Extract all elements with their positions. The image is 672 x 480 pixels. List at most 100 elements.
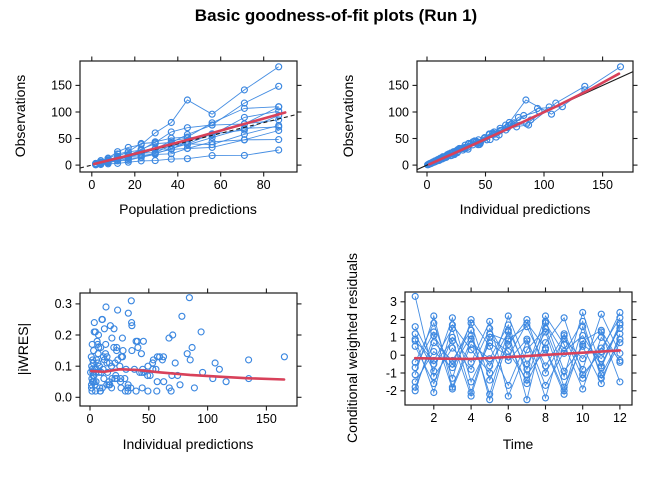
panel1-x-axis-label: Population predictions: [119, 201, 257, 217]
panel3-data-point: [100, 375, 108, 383]
panel2-tick-labels: 0 50 100 150 0 50 100 150: [388, 79, 613, 192]
panel4-x-tick-label: 12: [613, 411, 627, 425]
panel4-data-point: [504, 328, 512, 336]
panel1-data-point: [275, 82, 283, 90]
panel4-data-point: [430, 388, 438, 397]
panel1-data-point: [208, 141, 216, 149]
panel3-data-point: [96, 384, 104, 392]
panel3-data-point: [132, 387, 140, 395]
panel1-data-point: [275, 146, 283, 154]
panel3-data-point: [156, 353, 164, 361]
panel1-x-tick-label: 60: [214, 178, 228, 192]
panel3-x-axis-label: Individual predictions: [122, 436, 254, 452]
panel3-data-point: [186, 356, 194, 364]
panel4-data-point: [411, 387, 419, 395]
panel3-data-point: [119, 347, 127, 355]
panel4-data-point: [504, 392, 512, 400]
panel3-y-axis-label: |iWRES|: [15, 322, 31, 376]
panel2-y-tick-label: 150: [388, 79, 409, 93]
panel4-x-tick-label: 6: [505, 411, 512, 425]
panel1-subject-line: [95, 66, 279, 164]
panel2-data: [417, 63, 633, 171]
panel1-tick-labels: 0 20 40 60 80 0 50 100 150: [51, 79, 271, 192]
panel4-data-point: [411, 330, 419, 338]
panel4-data-point: [541, 339, 550, 347]
panel3-data-point: [98, 315, 106, 324]
panel4-data-point: [411, 364, 419, 372]
panel1-plot-box: [79, 60, 298, 173]
panel4-data-point: [541, 369, 550, 377]
panel4-data-point: [486, 369, 494, 377]
panel3-data-point: [93, 337, 101, 345]
panel1-data-point: [114, 148, 122, 156]
panel4-y-tick-label: 3: [390, 295, 397, 309]
panel3-data-point: [102, 340, 110, 348]
panel1-x-tick-label: 0: [88, 178, 95, 192]
panel1-data-point: [240, 86, 248, 94]
figure-title: Basic goodness-of-fit plots (Run 1): [194, 6, 478, 25]
panel1-data-point: [275, 126, 283, 135]
panel1-x-tick-label: 20: [128, 178, 142, 192]
panel4-data-point: [430, 332, 438, 340]
panel3-data-point: [94, 340, 102, 348]
panel3-y-tick-label: 0.0: [55, 391, 72, 405]
panel3-data-point: [176, 381, 184, 389]
panel4-data-point: [448, 383, 456, 391]
panel2-x-tick-label: 50: [479, 178, 493, 192]
panel3-data-point: [111, 375, 119, 383]
panel1-y-tick-label: 150: [51, 79, 72, 93]
panel4-data-point: [467, 365, 475, 373]
panel3-data: [87, 294, 288, 395]
panel3-ticks: [75, 288, 302, 411]
panel3-data-point: [113, 347, 121, 355]
panel2-x-tick-label: 150: [592, 178, 613, 192]
panel4-data-point: [579, 385, 587, 393]
panel3-data-point: [87, 353, 95, 361]
panel4-data-point: [616, 308, 624, 317]
panel3-data-point: [90, 347, 98, 355]
panel1-data-point: [275, 123, 283, 131]
panel3-data-point: [128, 322, 136, 330]
panel4-data-point: [467, 335, 475, 343]
panel1-y-tick-label: 100: [51, 105, 72, 119]
panel1-data-point: [151, 138, 159, 147]
panel4-data-point: [523, 337, 531, 345]
panel1-data-point: [167, 128, 175, 136]
panel3-data-point: [185, 294, 193, 302]
panel4-subject-line: [414, 312, 621, 395]
panel4-x-tick-label: 10: [576, 411, 590, 425]
panel3-data-point: [134, 343, 142, 352]
panel4-data-point: [448, 344, 456, 352]
panel4-data-point: [579, 371, 587, 379]
panel4-data-point: [411, 292, 419, 300]
panel3-data-point: [128, 319, 136, 327]
panel3-data-point: [137, 350, 145, 358]
panel3-data-point: [113, 343, 121, 352]
panel3-smooth-line: [89, 367, 286, 381]
panel2-y-tick-label: 0: [402, 158, 409, 172]
panel4-data: [411, 292, 624, 404]
panel4-data-point: [541, 394, 550, 402]
panel4-data-point: [579, 365, 587, 373]
panel1-data-point: [151, 129, 159, 137]
panel4-data-point: [597, 333, 605, 341]
panel3-data-point: [102, 303, 110, 311]
panel4-data-point: [579, 355, 587, 363]
panel4-data-point: [448, 324, 456, 333]
panel4-data-point: [486, 376, 494, 384]
panel1-data-point: [240, 151, 248, 159]
panel4-data-point: [616, 378, 624, 386]
panel4-x-tick-label: 2: [430, 411, 437, 425]
panel4-plot-box: [404, 291, 633, 406]
panel3-data-point: [171, 359, 179, 367]
panel4-data-point: [541, 362, 550, 370]
panel3-plot-box: [79, 292, 298, 407]
panel3-data-point: [103, 353, 111, 361]
panel4-data-point: [486, 396, 494, 404]
panel3-data-point: [144, 387, 152, 395]
panel1-data-point: [208, 121, 216, 129]
panel3-data-point: [222, 378, 230, 386]
panel3-data-point: [215, 365, 223, 373]
panel4-data-point: [597, 310, 605, 318]
